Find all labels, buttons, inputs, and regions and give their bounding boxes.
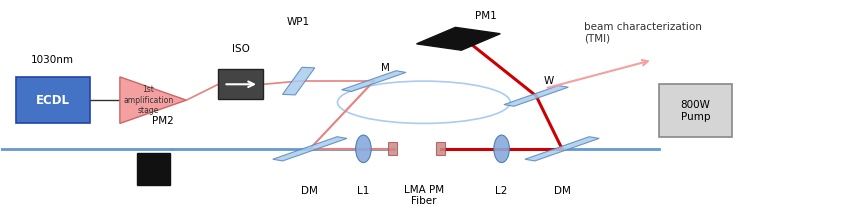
Text: 1030nm: 1030nm [31,55,74,65]
Polygon shape [342,71,406,92]
Ellipse shape [356,135,371,163]
FancyBboxPatch shape [436,142,445,155]
Text: 1st
amplification
stage: 1st amplification stage [123,85,174,115]
Text: W: W [544,76,554,86]
FancyBboxPatch shape [388,142,397,155]
Polygon shape [417,27,500,50]
FancyBboxPatch shape [659,84,732,137]
Text: beam characterization
(TMI): beam characterization (TMI) [584,22,702,43]
Polygon shape [525,137,599,161]
Text: 800W
Pump: 800W Pump [681,100,710,122]
Polygon shape [504,86,568,106]
Polygon shape [283,67,315,95]
Text: LMA PM
Fiber: LMA PM Fiber [404,185,444,206]
Text: L2: L2 [496,186,508,196]
FancyBboxPatch shape [218,69,263,99]
FancyBboxPatch shape [16,77,90,123]
Text: ISO: ISO [232,44,250,54]
Text: L1: L1 [357,186,369,196]
Ellipse shape [494,135,509,163]
Text: ECDL: ECDL [36,94,70,107]
Text: PM2: PM2 [152,116,174,126]
Polygon shape [272,137,347,161]
Text: DM: DM [301,186,318,196]
Text: DM: DM [554,186,571,196]
Text: M: M [381,63,389,73]
FancyBboxPatch shape [138,153,170,185]
Text: PM1: PM1 [475,10,497,20]
Polygon shape [120,77,186,123]
Text: WP1: WP1 [287,17,311,27]
